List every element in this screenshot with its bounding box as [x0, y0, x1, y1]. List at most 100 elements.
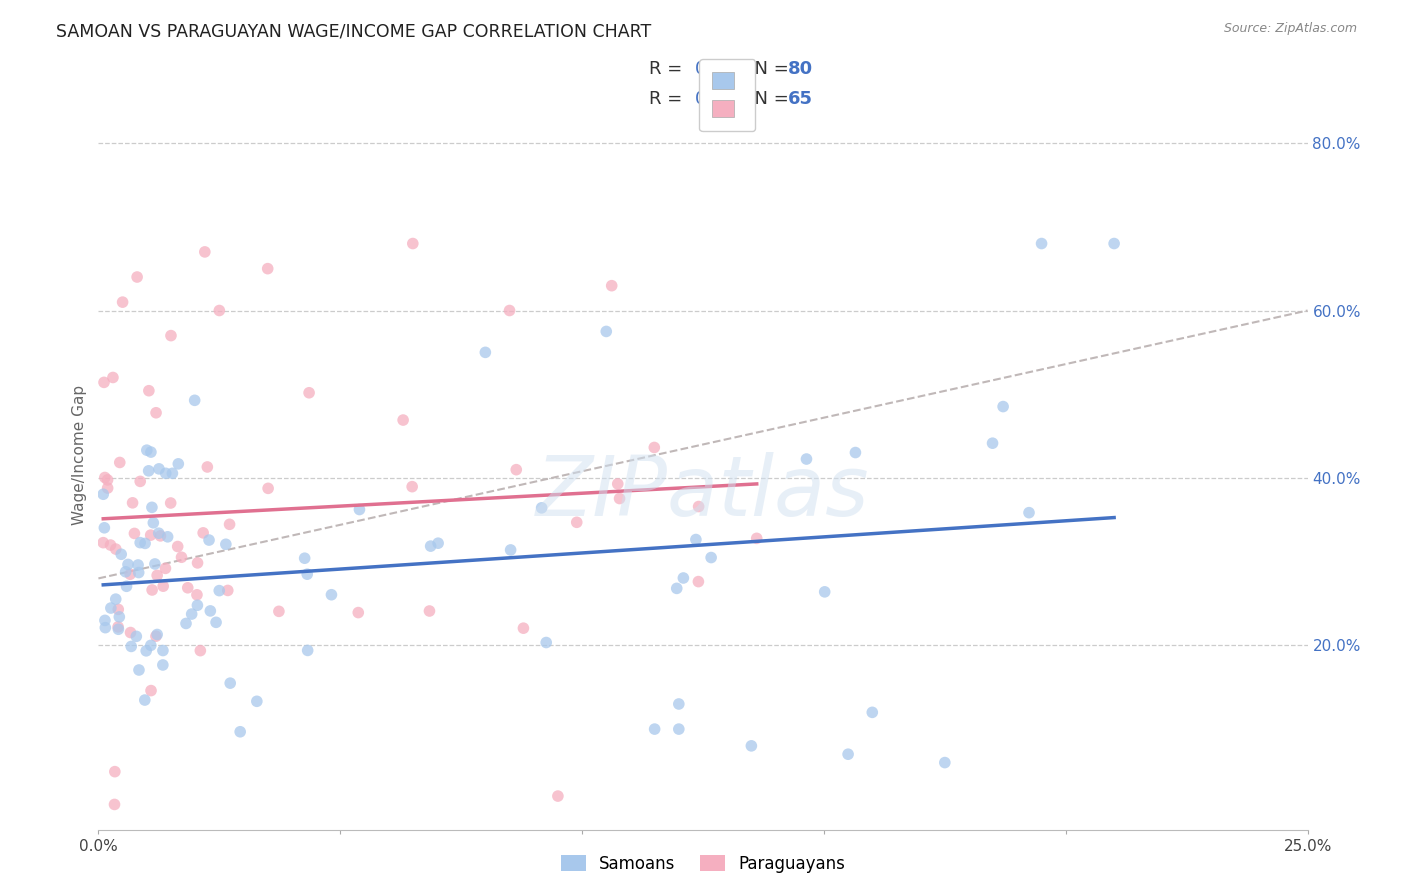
Text: 65: 65	[787, 90, 813, 108]
Point	[205, 615, 228, 630]
Point	[208, 303, 231, 318]
Point	[166, 540, 188, 554]
Point	[606, 476, 628, 491]
Point	[114, 565, 136, 579]
Point	[159, 496, 181, 510]
Point	[104, 764, 127, 779]
Point	[229, 724, 252, 739]
Point	[194, 244, 217, 259]
Point	[121, 496, 143, 510]
Point	[156, 530, 179, 544]
Point	[217, 583, 239, 598]
Point	[418, 604, 440, 618]
Point	[837, 747, 859, 762]
Point	[138, 464, 160, 478]
Point	[991, 400, 1014, 414]
Point	[688, 574, 710, 589]
Point	[148, 526, 170, 541]
Point	[188, 643, 211, 657]
Text: 0.110: 0.110	[695, 90, 745, 108]
Point	[547, 789, 569, 803]
Point	[146, 627, 169, 641]
Point	[609, 491, 631, 506]
Text: 0.393: 0.393	[695, 60, 747, 78]
Point	[93, 521, 115, 535]
Point	[139, 639, 162, 653]
Point	[107, 602, 129, 616]
Point	[139, 445, 162, 459]
Point	[297, 643, 319, 657]
Point	[187, 556, 209, 570]
Point	[530, 500, 553, 515]
Point	[427, 536, 450, 550]
Point	[186, 588, 208, 602]
Point	[215, 537, 238, 551]
Point	[349, 502, 371, 516]
Point	[93, 376, 115, 390]
Point	[844, 445, 866, 459]
Text: R =: R =	[648, 60, 688, 78]
Point	[155, 561, 177, 575]
Point	[145, 629, 167, 643]
Point	[135, 644, 157, 658]
Point	[200, 604, 222, 618]
Point	[347, 606, 370, 620]
Point	[218, 517, 240, 532]
Point	[740, 739, 762, 753]
Point	[160, 328, 183, 343]
Point	[148, 462, 170, 476]
Point	[111, 295, 134, 310]
Point	[100, 538, 122, 552]
Point	[100, 601, 122, 615]
Point	[104, 542, 127, 557]
Point	[162, 467, 184, 481]
Point	[128, 663, 150, 677]
Point	[643, 441, 665, 455]
Point	[149, 529, 172, 543]
Point	[143, 557, 166, 571]
Point	[134, 536, 156, 550]
Text: N =: N =	[742, 60, 794, 78]
Point	[110, 547, 132, 561]
Point	[152, 643, 174, 657]
Point	[401, 480, 423, 494]
Point	[688, 500, 710, 514]
Point	[170, 550, 193, 565]
Point	[135, 443, 157, 458]
Point	[127, 558, 149, 572]
Point	[115, 579, 138, 593]
Point	[668, 697, 690, 711]
Point	[534, 635, 557, 649]
Point	[512, 621, 534, 635]
Point	[198, 533, 221, 547]
Point	[174, 616, 197, 631]
Text: Source: ZipAtlas.com: Source: ZipAtlas.com	[1223, 22, 1357, 36]
Point	[191, 525, 214, 540]
Point	[392, 413, 415, 427]
Point	[180, 607, 202, 621]
Text: R =: R =	[648, 90, 693, 108]
Point	[934, 756, 956, 770]
Point	[1102, 236, 1125, 251]
Point	[94, 613, 117, 627]
Point	[1018, 506, 1040, 520]
Point	[108, 610, 131, 624]
Point	[134, 693, 156, 707]
Point	[256, 261, 278, 276]
Point	[672, 571, 695, 585]
Point	[129, 535, 152, 549]
Point	[814, 585, 837, 599]
Point	[321, 588, 343, 602]
Point	[129, 475, 152, 489]
Point	[177, 581, 200, 595]
Point	[125, 629, 148, 643]
Point	[141, 582, 163, 597]
Point	[107, 620, 129, 634]
Text: SAMOAN VS PARAGUAYAN WAGE/INCOME GAP CORRELATION CHART: SAMOAN VS PARAGUAYAN WAGE/INCOME GAP COR…	[56, 22, 651, 40]
Point	[96, 473, 118, 487]
Y-axis label: Wage/Income Gap: Wage/Income Gap	[72, 384, 87, 525]
Point	[107, 622, 129, 636]
Point	[267, 604, 290, 618]
Point	[145, 406, 167, 420]
Point	[142, 516, 165, 530]
